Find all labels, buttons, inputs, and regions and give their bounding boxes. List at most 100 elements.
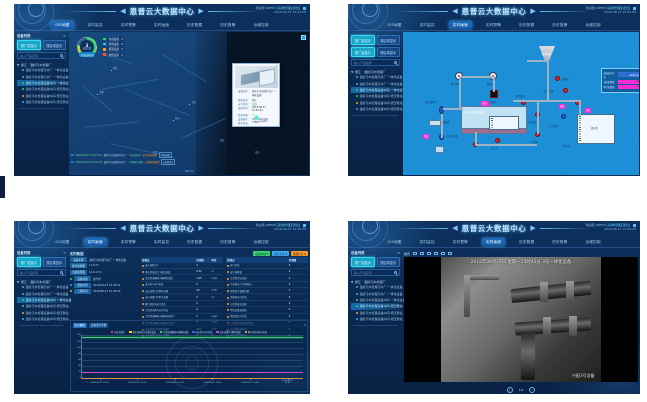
tab-gis-map[interactable]: GIS地图	[55, 239, 70, 244]
tab-history-alarm[interactable]: 历史报警	[552, 239, 568, 244]
list-item[interactable]: 温岭污水处理污水厂·一体化设备	[17, 73, 68, 79]
header-links[interactable]: [系统管理][退出]	[606, 6, 631, 10]
chevron-down-icon[interactable]: ▼	[351, 279, 354, 284]
tab-history-alarm[interactable]: 历史报警	[552, 22, 568, 27]
clearwater-tank[interactable]	[577, 114, 615, 144]
tree-root[interactable]: ▼ 浙江 · 温岭污水处理厂	[351, 69, 400, 75]
grid-4-icon[interactable]	[427, 251, 432, 256]
tab-gis-map[interactable]: GIS地图	[387, 22, 402, 27]
main-nav-2[interactable]: GIS地图 实时监控 实时画面 实时预警 历史数据 历史报警 远程控制	[348, 20, 640, 31]
main-nav-3[interactable]: GIS地图 实时画面 实时预警 实时监控 历史数据 历史报警 远程控制	[14, 237, 310, 248]
chevron-down-icon[interactable]: ▼	[17, 279, 20, 284]
list-item-selected[interactable]: 温岭污水处理设备中间·一体化设备	[17, 79, 71, 87]
sidebar-tab-by-station[interactable]: 按厂站显示	[351, 257, 375, 267]
tab-realtime-monitor[interactable]: 实时监控	[419, 22, 435, 27]
list-item[interactable]: 温岭污水处理设备中间·增压泵站	[351, 93, 402, 99]
video-toolbar[interactable]: 模式	[404, 250, 638, 257]
sludge-return-pump[interactable]	[563, 88, 568, 93]
list-item[interactable]: 温岭污水处理污水厂·一体化设备	[17, 290, 68, 296]
fullscreen-icon[interactable]	[301, 35, 306, 40]
ticker-row[interactable]: 2018-08-27 15:27:10 温岭污水处理污水厂 · 3号进水泵 运行…	[71, 152, 307, 158]
tree-root[interactable]: ▼ 浙江 · 温岭污水处理厂	[17, 62, 66, 68]
list-item-selected[interactable]: 温岭污水处理设备中间·一体化设备	[17, 296, 71, 304]
tab-remote-control[interactable]: 远程控制	[253, 239, 269, 244]
search-icon[interactable]	[394, 61, 397, 64]
sidebar-search[interactable]: 输入产品名称	[351, 59, 400, 66]
header-links[interactable]: [系统管理][退出]	[276, 6, 301, 10]
grid-2-icon[interactable]	[420, 251, 425, 256]
realtime-chart-panel[interactable]: 实时曲线 设备运行参数 ? 进水流量计 清水池液位计1液位高度 生化池溶解氧1溶…	[70, 320, 308, 392]
chart-tabs[interactable]: 实时曲线 设备运行参数 ?	[71, 321, 307, 329]
tab-history-data[interactable]: 历史数据	[519, 239, 535, 244]
chevron-left-icon[interactable]: ‹	[506, 387, 513, 393]
ticker-row[interactable]: 2018-08-27 15:04:33 温岭污水处理污水厂 · 2号曝气风机 过…	[71, 159, 307, 165]
sidebar-tab-by-region[interactable]: 按区域显示	[376, 257, 400, 267]
list-item[interactable]: 温岭污水处理设备中间·增压泵站	[351, 316, 402, 322]
main-nav-4[interactable]: GIS地图 实时监控 实时预警 实时画面 历史数据 历史报警 远程控制	[348, 237, 640, 248]
chevron-right-icon[interactable]: ›	[529, 387, 536, 393]
search-icon[interactable]	[394, 271, 397, 274]
list-item[interactable]: 温岭污水处理设备中间·一体化设备	[351, 297, 405, 303]
list-item-selected[interactable]: 温岭污水处理设备中间·增压泵站	[351, 303, 402, 310]
fullscreen-icon[interactable]	[448, 251, 453, 256]
user-box-4[interactable]: 欢迎您 admin [系统管理][退出] 2018-08-27 15:45:08	[586, 223, 636, 231]
sidebar-search[interactable]: 输入产品名称	[17, 269, 66, 276]
search-icon[interactable]	[60, 54, 63, 57]
search-input[interactable]: 输入产品名称	[20, 53, 39, 58]
list-item[interactable]: 温岭污水处理污水厂·一体化设备	[351, 284, 402, 290]
video-stage[interactable]: 兴配3号设备 2018年08月27日 星期一15时45分 3号一体化设备	[404, 257, 638, 382]
user-box-2[interactable]: 欢迎您 admin [系统管理][退出] 2018-08-27 15:45:08	[586, 6, 636, 14]
dosing-pump-valve[interactable]	[555, 76, 560, 81]
sidebar-collapse-icon[interactable]: ≡	[63, 250, 66, 255]
sidebar-tab-by-station[interactable]: 按厂站显示	[351, 35, 375, 45]
list-item[interactable]: 温岭污水处理污水厂·一体化设备	[17, 284, 68, 290]
tab-history-data[interactable]: 历史数据	[187, 22, 203, 27]
user-box-1[interactable]: 欢迎您 admin [系统管理][退出] 2018-08-27 15:45:08	[256, 6, 306, 14]
list-item[interactable]: 温岭污水处理设备中间·增压泵站	[17, 316, 68, 322]
list-item[interactable]: 温岭污水处理设备中间·增压泵站	[351, 310, 402, 316]
list-item[interactable]: 温岭污水处理设备中间·增压泵站	[351, 100, 402, 106]
tab-realtime-alarm[interactable]: 实时预警	[120, 239, 136, 244]
grille-well[interactable]	[429, 120, 441, 126]
device-tree-2[interactable]: ▼ 浙江 · 温岭污水处理厂 温岭污水处理污水厂·一体化设备 温岭污水处理污水厂…	[351, 69, 405, 117]
list-item-selected[interactable]: 温岭污水处理设备中间·一体化设备	[351, 86, 405, 94]
outlet-pump[interactable]	[495, 138, 500, 143]
sidebar-tab-by-region[interactable]: 按区域显示	[376, 35, 400, 45]
sidebar-tab-by-region-2[interactable]: 按区域显示	[376, 47, 400, 57]
tab-realtime-alarm[interactable]: 实时预警	[452, 239, 468, 244]
search-input[interactable]: 输入产品名称	[354, 270, 373, 275]
grid-9-icon[interactable]	[441, 251, 446, 256]
tab-realtime-view[interactable]: 实时画面	[481, 238, 506, 246]
sidebar-tabs[interactable]: 按厂站显示 按区域显示	[17, 40, 66, 50]
list-item[interactable]: 温岭污水处理设备中间·增压泵站	[17, 93, 68, 99]
grid-1-icon[interactable]	[413, 251, 418, 256]
tab-gis-map[interactable]: GIS地图	[387, 239, 402, 244]
map-device-popup[interactable]: ✕ 设备名称：温岭污水处理污水厂·一体化设备 所属区域：浙江 运行状态：在线 更…	[232, 63, 280, 127]
sidebar-tabs[interactable]: 按厂站显示 按区域显示	[351, 257, 400, 267]
device-tree-1[interactable]: ▼ 浙江 · 温岭污水处理厂 温岭污水处理污水厂·一体化设备 温岭污水处理污水厂…	[17, 62, 71, 110]
sidebar-tab-by-region[interactable]: 按区域显示	[42, 40, 66, 50]
tab-realtime-monitor[interactable]: 实时监控	[153, 239, 170, 244]
list-item[interactable]: 温岭污水处理设备中间·增压泵站	[17, 99, 68, 105]
tab-history-alarm[interactable]: 历史报警	[220, 22, 236, 27]
header-links[interactable]: [系统管理][退出]	[276, 223, 301, 227]
list-item[interactable]: 温岭污水处理污水厂·一体化设备	[17, 67, 68, 73]
tab-history-data[interactable]: 历史数据	[187, 239, 203, 244]
tree-root[interactable]: ▼ 浙江 · 温岭污水处理厂	[351, 279, 400, 285]
video-pager[interactable]: ‹ 1/2 ›	[402, 387, 640, 393]
search-icon[interactable]	[60, 271, 63, 274]
sidebar-search[interactable]: 输入产品名称	[17, 52, 66, 59]
sidebar-search[interactable]: 输入产品名称	[351, 269, 400, 276]
info-icon[interactable]: ?	[303, 322, 306, 327]
sidebar-tab-by-station[interactable]: 按厂站显示	[17, 40, 41, 50]
sidebar-tab-by-region[interactable]: 按区域显示	[42, 257, 66, 267]
tab-remote-control[interactable]: 远程控制	[585, 22, 601, 27]
grid-6-icon[interactable]	[434, 251, 439, 256]
list-item[interactable]: 温岭污水处理设备中间·增压泵站	[17, 310, 68, 316]
backwash-pump[interactable]	[561, 114, 566, 119]
sidebar-tabs-2[interactable]: 按厂站显示 按区域显示	[351, 47, 400, 57]
tab-realtime-view[interactable]: 实时画面	[83, 238, 107, 246]
sidebar-tabs[interactable]: 按厂站显示 按区域显示	[351, 35, 400, 45]
pump-unit[interactable]	[435, 146, 444, 153]
tab-device-params[interactable]: 设备运行参数	[88, 322, 109, 328]
